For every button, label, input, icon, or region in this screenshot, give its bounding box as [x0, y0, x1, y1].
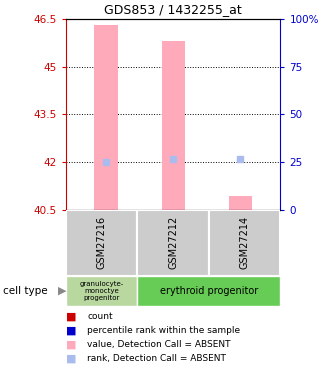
- Text: ■: ■: [66, 326, 77, 336]
- Bar: [209, 210, 280, 276]
- Bar: [229, 196, 252, 210]
- Text: GSM27214: GSM27214: [240, 216, 250, 269]
- Text: ■: ■: [66, 312, 77, 322]
- Text: ■: ■: [66, 340, 77, 350]
- Text: ■: ■: [66, 354, 77, 363]
- Title: GDS853 / 1432255_at: GDS853 / 1432255_at: [104, 3, 242, 16]
- Text: granulocyte-
monoctye
progenitor: granulocyte- monoctye progenitor: [80, 280, 124, 301]
- Text: count: count: [87, 312, 113, 321]
- Bar: [66, 210, 138, 276]
- Bar: [161, 41, 185, 210]
- Text: GSM27212: GSM27212: [168, 216, 178, 269]
- Text: cell type: cell type: [3, 286, 48, 296]
- Bar: [94, 25, 118, 210]
- Text: rank, Detection Call = ABSENT: rank, Detection Call = ABSENT: [87, 354, 226, 363]
- Text: percentile rank within the sample: percentile rank within the sample: [87, 326, 241, 335]
- Text: GSM27216: GSM27216: [97, 216, 107, 269]
- Text: erythroid progenitor: erythroid progenitor: [160, 286, 258, 296]
- Text: ▶: ▶: [58, 286, 66, 296]
- Text: value, Detection Call = ABSENT: value, Detection Call = ABSENT: [87, 340, 231, 349]
- Bar: [138, 210, 209, 276]
- Bar: [138, 276, 280, 306]
- Bar: [66, 276, 138, 306]
